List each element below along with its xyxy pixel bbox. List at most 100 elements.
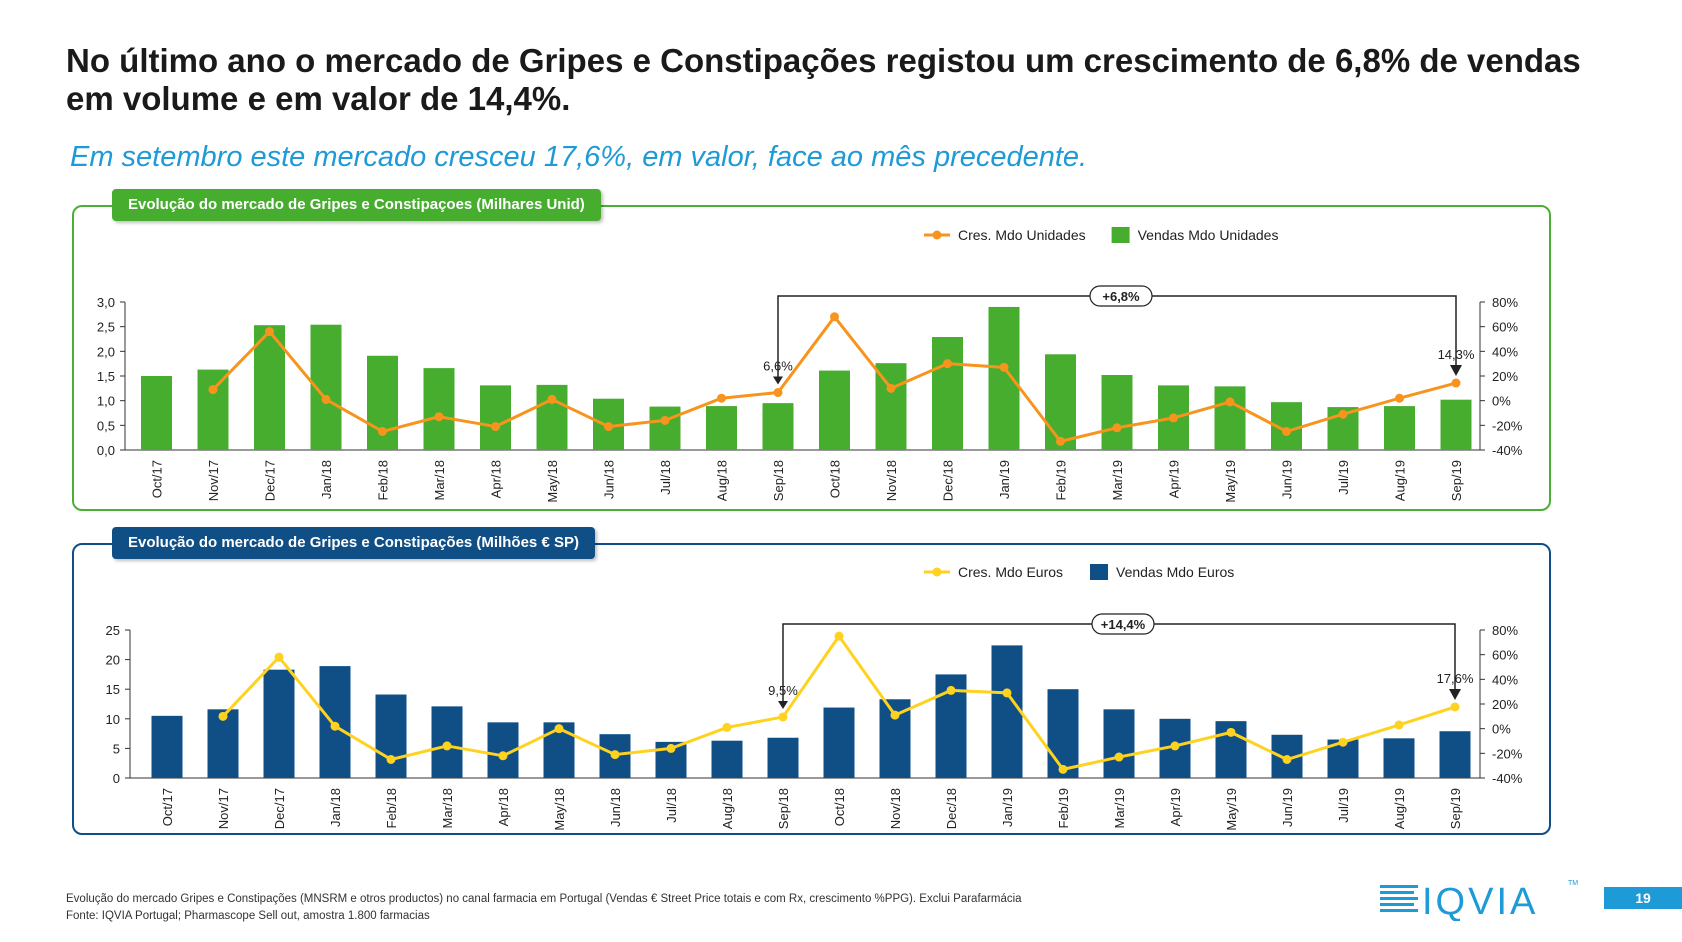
euros-y-tick-label: 0 bbox=[113, 771, 120, 786]
euros-x-tick-label: Aug/19 bbox=[1392, 788, 1407, 829]
units-bar bbox=[423, 368, 455, 450]
units-y2-tick-label: -20% bbox=[1492, 418, 1523, 433]
units-growth-point bbox=[1282, 427, 1291, 436]
units-x-tick-label: May/18 bbox=[545, 460, 560, 503]
units-bar bbox=[706, 406, 737, 450]
euros-growth-point bbox=[386, 755, 396, 764]
units-y-tick-label: 1,0 bbox=[97, 394, 115, 409]
units-bar bbox=[1440, 399, 1472, 450]
euros-growth-point bbox=[610, 750, 620, 760]
euros-y2-tick-label: 20% bbox=[1492, 697, 1518, 712]
euros-growth-point bbox=[890, 710, 900, 720]
euros-legend-bar-label: Vendas Mdo Euros bbox=[1116, 564, 1234, 580]
euros-y2-tick-label: -20% bbox=[1492, 746, 1523, 761]
euros-bracket-line bbox=[782, 623, 1456, 705]
units-start-value-label: 6,6% bbox=[763, 359, 793, 374]
units-growth-point bbox=[491, 422, 500, 432]
units-y2-tick-label: 40% bbox=[1492, 344, 1518, 359]
units-bar bbox=[536, 384, 568, 450]
units-x-tick-label: Dec/17 bbox=[263, 460, 278, 501]
euros-x-tick-label: May/19 bbox=[1224, 788, 1239, 831]
logo-text: IQVIA bbox=[1422, 881, 1538, 921]
euros-growth-point bbox=[274, 652, 284, 662]
euros-x-tick-label: Aug/18 bbox=[720, 788, 735, 829]
units-growth-point bbox=[1169, 413, 1178, 423]
units-x-tick-label: Oct/17 bbox=[150, 460, 165, 498]
units-growth-point bbox=[265, 327, 274, 337]
euros-x-tick-label: Feb/18 bbox=[384, 788, 399, 828]
units-growth-point bbox=[773, 388, 783, 398]
units-x-tick-label: Jul/19 bbox=[1336, 460, 1351, 495]
footnote-line-1: Evolução do mercado Gripes e Constipaçõe… bbox=[66, 893, 1022, 905]
euros-legend-line-label: Cres. Mdo Euros bbox=[958, 564, 1063, 580]
euros-growth-point bbox=[1226, 727, 1236, 737]
euros-x-tick-label: Jun/18 bbox=[608, 788, 623, 827]
euros-x-tick-label: May/18 bbox=[552, 788, 567, 831]
units-x-tick-label: Jan/18 bbox=[319, 460, 334, 499]
units-growth-point bbox=[1451, 378, 1461, 388]
units-x-tick-label: Sep/19 bbox=[1449, 460, 1464, 501]
units-bar bbox=[649, 406, 681, 450]
units-growth-point bbox=[1112, 423, 1122, 433]
euros-y2-tick-label: -40% bbox=[1492, 771, 1523, 786]
euros-x-tick-label: Dec/18 bbox=[944, 788, 959, 829]
logo-stripe bbox=[1380, 891, 1414, 894]
units-x-tick-label: Nov/18 bbox=[884, 460, 899, 501]
units-growth-point bbox=[1056, 436, 1065, 446]
units-growth-point bbox=[830, 312, 839, 322]
units-growth-point bbox=[1395, 393, 1404, 403]
page-title: No último ano o mercado de Gripes e Cons… bbox=[66, 42, 1581, 117]
euros-x-tick-label: Jul/19 bbox=[1336, 788, 1351, 823]
units-bar bbox=[819, 370, 850, 450]
euros-x-tick-label: Nov/17 bbox=[216, 788, 231, 829]
euros-legend-line-dot bbox=[932, 567, 942, 577]
euros-bar bbox=[151, 715, 183, 778]
euros-growth-point bbox=[778, 712, 788, 722]
units-growth-point bbox=[886, 383, 896, 393]
euros-bracket-arrow-start bbox=[778, 700, 788, 709]
euros-bar bbox=[767, 737, 799, 778]
units-bar bbox=[1045, 354, 1076, 450]
euros-growth-point bbox=[554, 724, 564, 734]
units-x-tick-label: Mar/19 bbox=[1110, 460, 1125, 500]
euros-growth-point bbox=[330, 721, 340, 731]
units-growth-point bbox=[1225, 397, 1235, 407]
euros-growth-point bbox=[218, 711, 228, 721]
euros-bracket-arrow-end bbox=[1449, 688, 1461, 700]
units-x-tick-label: Jun/19 bbox=[1280, 460, 1295, 499]
units-growth-point bbox=[943, 359, 952, 369]
logo-stripe bbox=[1380, 909, 1418, 912]
euros-growth-point bbox=[834, 631, 844, 641]
logo-stripe bbox=[1380, 897, 1418, 900]
euros-growth-point bbox=[666, 743, 676, 753]
units-growth-point bbox=[717, 393, 726, 403]
units-growth-point bbox=[660, 415, 670, 425]
units-growth-point bbox=[208, 385, 218, 395]
units-y2-tick-label: -40% bbox=[1492, 443, 1523, 458]
units-x-tick-label: Dec/18 bbox=[941, 460, 956, 501]
units-x-tick-label: Nov/17 bbox=[206, 460, 221, 501]
units-x-tick-label: May/19 bbox=[1223, 460, 1238, 503]
euros-bar bbox=[991, 645, 1023, 778]
units-end-value-label: 14,3% bbox=[1438, 347, 1475, 362]
euros-x-tick-label: Jan/19 bbox=[1000, 788, 1015, 827]
units-x-tick-label: Jun/18 bbox=[602, 460, 617, 499]
euros-x-tick-label: Feb/19 bbox=[1056, 788, 1071, 828]
page-number: 19 bbox=[1604, 887, 1682, 909]
units-growth-point bbox=[434, 412, 444, 422]
units-growth-point bbox=[547, 394, 557, 404]
units-x-tick-label: Jan/19 bbox=[997, 460, 1012, 499]
units-growth-point bbox=[604, 422, 613, 432]
units-bar bbox=[1214, 386, 1246, 450]
euros-x-tick-label: Jun/19 bbox=[1280, 788, 1295, 827]
units-legend-line-dot bbox=[932, 230, 942, 240]
euros-bracket-badge bbox=[1091, 613, 1155, 635]
euros-growth-point bbox=[1114, 752, 1124, 762]
euros-x-tick-label: Oct/17 bbox=[160, 788, 175, 826]
euros-y-tick-label: 20 bbox=[106, 653, 120, 668]
units-bracket-arrow-start bbox=[773, 376, 783, 385]
euros-legend-bar-swatch bbox=[1090, 564, 1108, 580]
footnote-line-2: Fonte: IQVIA Portugal; Pharmascope Sell … bbox=[66, 910, 430, 922]
units-bar bbox=[480, 385, 511, 450]
